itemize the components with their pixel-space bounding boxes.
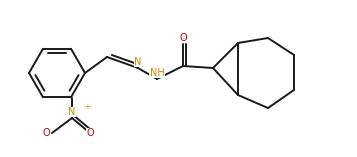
Text: +: + — [84, 104, 90, 110]
Text: O: O — [42, 128, 50, 138]
Text: O: O — [86, 128, 94, 138]
Text: N: N — [68, 107, 76, 117]
Text: NH: NH — [150, 68, 164, 78]
Text: -: - — [47, 127, 50, 135]
Text: O: O — [179, 33, 187, 43]
Text: N: N — [134, 57, 142, 67]
